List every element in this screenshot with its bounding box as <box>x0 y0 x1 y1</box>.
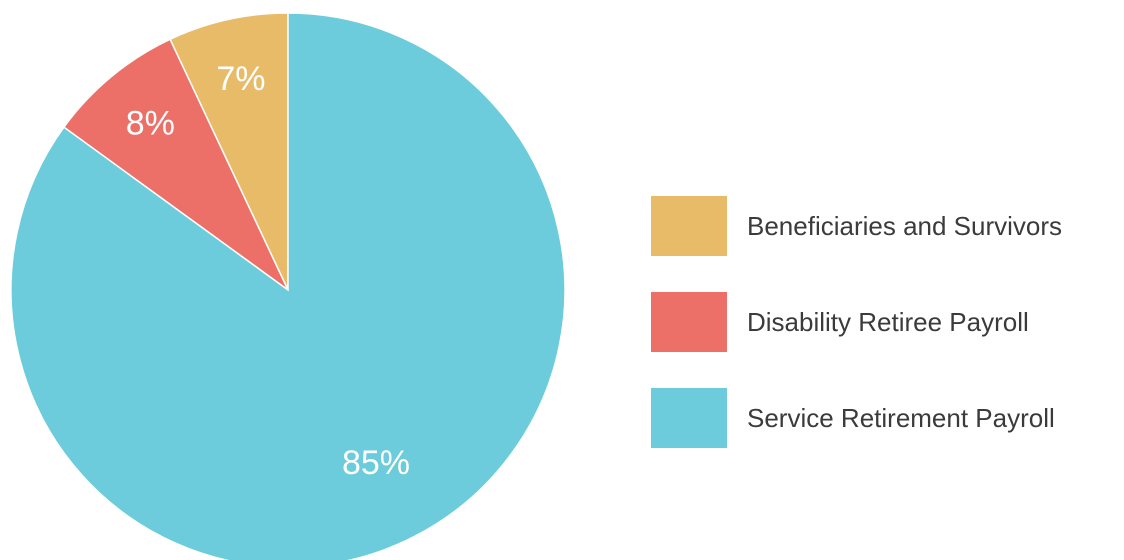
pie-slice-beneficiaries-and-survivors <box>169 12 289 291</box>
pie-slice-service-retirement-payroll <box>10 12 566 560</box>
legend-swatch-disability-retiree-payroll <box>651 292 727 352</box>
pie-slice-disability-retiree-payroll <box>62 38 289 291</box>
legend-swatch-beneficiaries-and-survivors <box>651 196 727 256</box>
slice-label-disability-retiree-payroll: 8% <box>126 105 175 143</box>
legend-label-beneficiaries-and-survivors: Beneficiaries and Survivors <box>747 211 1062 241</box>
legend-label-disability-retiree-payroll: Disability Retiree Payroll <box>747 307 1029 337</box>
pie-slices <box>10 12 566 560</box>
slice-label-service-retirement-payroll: 85% <box>342 444 410 482</box>
slice-label-beneficiaries-and-survivors: 7% <box>216 60 265 98</box>
legend-swatch-service-retirement-payroll <box>651 388 727 448</box>
legend-label-service-retirement-payroll: Service Retirement Payroll <box>747 403 1055 433</box>
legend: Beneficiaries and Survivors Disability Re… <box>651 196 1062 448</box>
pie-slice-labels: 7% 8% 85% <box>126 60 410 482</box>
